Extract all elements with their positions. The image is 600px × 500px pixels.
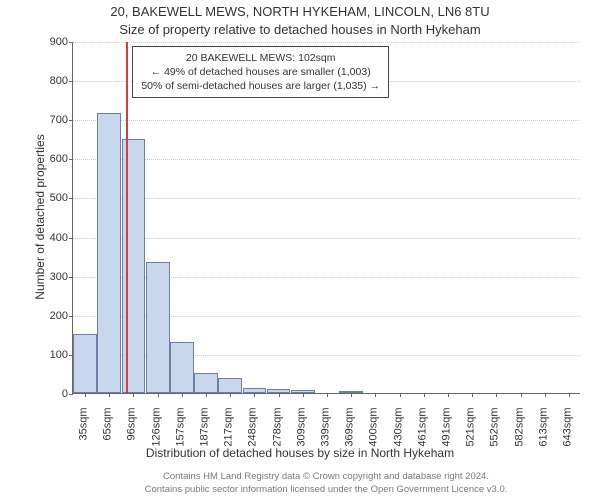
y-tick xyxy=(69,81,73,82)
x-tick xyxy=(279,393,280,397)
reference-marker-line xyxy=(126,42,128,393)
histogram-bar xyxy=(122,139,146,393)
gridline xyxy=(73,42,580,43)
x-tick-label: 582sqm xyxy=(514,408,525,458)
annotation-line2: ← 49% of detached houses are smaller (1,… xyxy=(141,65,380,79)
y-tick-label: 800 xyxy=(28,76,68,87)
x-tick-label: 339sqm xyxy=(321,408,332,458)
x-tick-label: 369sqm xyxy=(345,408,356,458)
x-tick-label: 521sqm xyxy=(466,408,477,458)
y-tick-label: 700 xyxy=(28,115,68,126)
annotation-line3: 50% of semi-detached houses are larger (… xyxy=(141,79,380,93)
x-tick xyxy=(375,393,376,397)
histogram-bar xyxy=(146,262,170,393)
x-tick-label: 552sqm xyxy=(490,408,501,458)
credit-line1: Contains HM Land Registry data © Crown c… xyxy=(72,471,580,482)
x-tick xyxy=(472,393,473,397)
y-tick xyxy=(69,42,73,43)
histogram-bar xyxy=(97,113,121,393)
x-tick-label: 248sqm xyxy=(248,408,259,458)
x-tick xyxy=(230,393,231,397)
x-tick-label: 613sqm xyxy=(538,408,549,458)
annotation-line1: 20 BAKEWELL MEWS: 102sqm xyxy=(141,51,380,65)
gridline xyxy=(73,198,580,199)
y-tick xyxy=(69,316,73,317)
annotation-box: 20 BAKEWELL MEWS: 102sqm ← 49% of detach… xyxy=(132,46,389,98)
y-tick-label: 300 xyxy=(28,272,68,283)
x-tick xyxy=(133,393,134,397)
x-tick xyxy=(158,393,159,397)
x-tick xyxy=(109,393,110,397)
gridline xyxy=(73,120,580,121)
x-tick-label: 187sqm xyxy=(200,408,211,458)
plot-area: 20 BAKEWELL MEWS: 102sqm ← 49% of detach… xyxy=(72,42,580,394)
x-tick xyxy=(448,393,449,397)
x-tick-label: 278sqm xyxy=(272,408,283,458)
y-tick-label: 600 xyxy=(28,154,68,165)
chart-figure: 20, BAKEWELL MEWS, NORTH HYKEHAM, LINCOL… xyxy=(0,0,600,500)
x-tick xyxy=(182,393,183,397)
x-tick xyxy=(424,393,425,397)
x-tick xyxy=(400,393,401,397)
x-tick xyxy=(206,393,207,397)
chart-title-line1: 20, BAKEWELL MEWS, NORTH HYKEHAM, LINCOL… xyxy=(0,4,600,19)
y-tick-label: 0 xyxy=(28,389,68,400)
chart-title-line2: Size of property relative to detached ho… xyxy=(0,22,600,37)
y-tick xyxy=(69,394,73,395)
x-tick xyxy=(327,393,328,397)
x-tick-label: 491sqm xyxy=(441,408,452,458)
y-tick-label: 200 xyxy=(28,311,68,322)
x-tick-label: 65sqm xyxy=(103,408,114,458)
x-tick xyxy=(351,393,352,397)
x-tick-label: 461sqm xyxy=(417,408,428,458)
gridline xyxy=(73,238,580,239)
x-tick-label: 157sqm xyxy=(175,408,186,458)
histogram-bar xyxy=(170,342,194,393)
y-tick-label: 900 xyxy=(28,37,68,48)
y-tick xyxy=(69,198,73,199)
y-axis-label: Number of detached properties xyxy=(33,67,47,367)
x-tick xyxy=(545,393,546,397)
x-tick-label: 400sqm xyxy=(369,408,380,458)
x-tick xyxy=(254,393,255,397)
x-tick xyxy=(496,393,497,397)
histogram-bar xyxy=(218,378,242,393)
x-tick xyxy=(521,393,522,397)
credit-line2: Contains public sector information licen… xyxy=(72,484,580,495)
x-tick-label: 35sqm xyxy=(79,408,90,458)
x-tick-label: 217sqm xyxy=(224,408,235,458)
y-tick xyxy=(69,277,73,278)
gridline xyxy=(73,159,580,160)
x-tick-label: 126sqm xyxy=(151,408,162,458)
y-tick xyxy=(69,159,73,160)
histogram-bar xyxy=(194,373,218,393)
x-tick-label: 643sqm xyxy=(562,408,573,458)
y-tick-label: 500 xyxy=(28,193,68,204)
x-tick-label: 309sqm xyxy=(296,408,307,458)
x-tick xyxy=(569,393,570,397)
y-tick xyxy=(69,120,73,121)
y-tick-label: 100 xyxy=(28,350,68,361)
x-tick xyxy=(85,393,86,397)
histogram-bar xyxy=(73,334,97,393)
y-tick-label: 400 xyxy=(28,233,68,244)
x-tick-label: 96sqm xyxy=(127,408,138,458)
x-tick-label: 430sqm xyxy=(393,408,404,458)
y-tick xyxy=(69,238,73,239)
x-tick xyxy=(303,393,304,397)
